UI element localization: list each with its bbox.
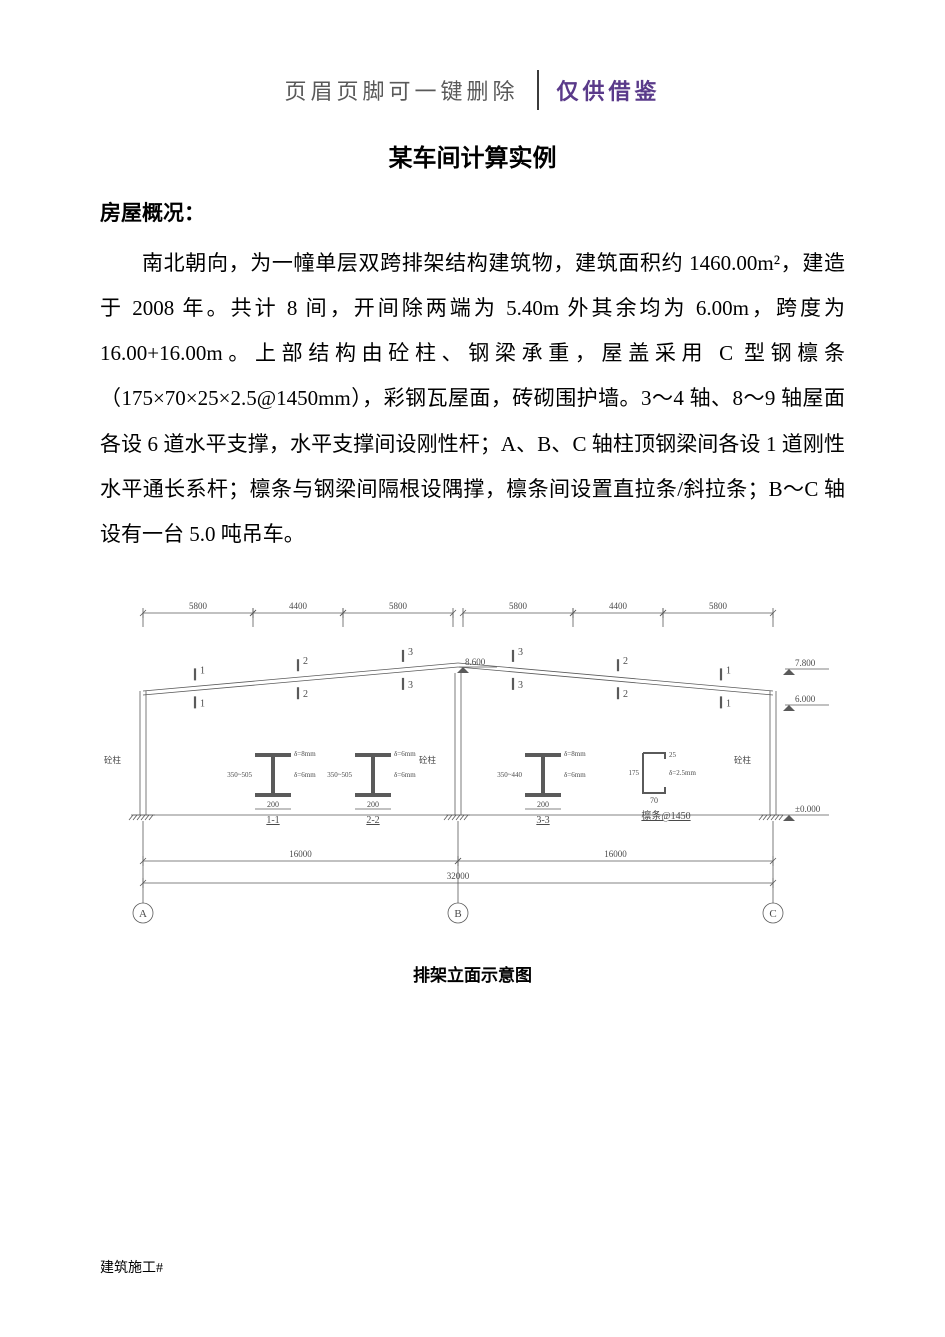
svg-text:C: C bbox=[769, 908, 776, 920]
svg-text:1: 1 bbox=[726, 665, 731, 676]
svg-text:檩条@1450: 檩条@1450 bbox=[641, 809, 690, 822]
header-right-text: 仅供借鉴 bbox=[539, 70, 661, 110]
svg-text:δ=8mm: δ=8mm bbox=[294, 750, 316, 758]
svg-text:3: 3 bbox=[408, 647, 413, 658]
svg-text:1: 1 bbox=[200, 698, 205, 709]
svg-text:200: 200 bbox=[537, 800, 549, 809]
diagram-caption: 排架立面示意图 bbox=[100, 961, 845, 986]
svg-text:4400: 4400 bbox=[289, 601, 308, 611]
page-footer: 建筑施工# bbox=[100, 1257, 163, 1277]
svg-text:3-3: 3-3 bbox=[536, 815, 549, 826]
svg-text:25: 25 bbox=[669, 751, 677, 759]
svg-text:3: 3 bbox=[408, 680, 413, 691]
svg-text:175: 175 bbox=[628, 769, 639, 777]
svg-text:砼柱: 砼柱 bbox=[418, 755, 436, 765]
svg-text:2: 2 bbox=[303, 689, 308, 700]
elevation-diagram: 5800 4400 5800 5800 4400 5800 砼柱 砼柱 砼柱 8.600 7.800… bbox=[100, 593, 845, 933]
svg-text:6.000: 6.000 bbox=[795, 694, 816, 704]
svg-text:砼柱: 砼柱 bbox=[733, 755, 751, 765]
svg-text:350~505: 350~505 bbox=[227, 771, 252, 779]
svg-text:砼柱: 砼柱 bbox=[103, 755, 121, 765]
svg-text:5800: 5800 bbox=[509, 601, 528, 611]
svg-text:δ=6mm: δ=6mm bbox=[294, 771, 316, 779]
svg-text:7.800: 7.800 bbox=[795, 658, 816, 668]
section-heading: 房屋概况： bbox=[100, 197, 845, 227]
svg-text:8.600: 8.600 bbox=[465, 657, 486, 667]
svg-text:4400: 4400 bbox=[609, 601, 628, 611]
svg-text:δ=6mm: δ=6mm bbox=[394, 771, 416, 779]
header-left-text: 页眉页脚可一键删除 bbox=[284, 70, 536, 110]
svg-text:δ=8mm: δ=8mm bbox=[564, 750, 586, 758]
svg-text:2: 2 bbox=[623, 689, 628, 700]
svg-text:1: 1 bbox=[726, 698, 731, 709]
svg-text:2: 2 bbox=[303, 656, 308, 667]
page-header: 页眉页脚可一键删除 仅供借鉴 bbox=[100, 70, 845, 110]
svg-text:3: 3 bbox=[518, 680, 523, 691]
svg-text:200: 200 bbox=[367, 800, 379, 809]
svg-text:B: B bbox=[454, 908, 461, 920]
svg-text:350~440: 350~440 bbox=[497, 771, 522, 779]
svg-text:±0.000: ±0.000 bbox=[795, 804, 821, 814]
svg-text:1: 1 bbox=[200, 665, 205, 676]
svg-text:200: 200 bbox=[267, 800, 279, 809]
body-paragraph: 南北朝向，为一幢单层双跨排架结构建筑物，建筑面积约 1460.00m²，建造于 … bbox=[100, 241, 845, 557]
document-title: 某车间计算实例 bbox=[100, 138, 845, 173]
svg-text:16000: 16000 bbox=[604, 849, 627, 859]
svg-text:2: 2 bbox=[623, 656, 628, 667]
svg-text:3: 3 bbox=[518, 647, 523, 658]
svg-text:A: A bbox=[139, 908, 147, 920]
svg-text:5800: 5800 bbox=[189, 601, 208, 611]
svg-text:2-2: 2-2 bbox=[366, 815, 379, 826]
svg-text:350~505: 350~505 bbox=[327, 771, 352, 779]
svg-text:δ=6mm: δ=6mm bbox=[394, 750, 416, 758]
svg-text:1-1: 1-1 bbox=[266, 815, 279, 826]
svg-text:δ=2.5mm: δ=2.5mm bbox=[669, 769, 696, 777]
svg-text:5800: 5800 bbox=[389, 601, 408, 611]
svg-text:5800: 5800 bbox=[709, 601, 728, 611]
svg-text:70: 70 bbox=[650, 796, 658, 805]
svg-text:δ=6mm: δ=6mm bbox=[564, 771, 586, 779]
svg-text:16000: 16000 bbox=[289, 849, 312, 859]
